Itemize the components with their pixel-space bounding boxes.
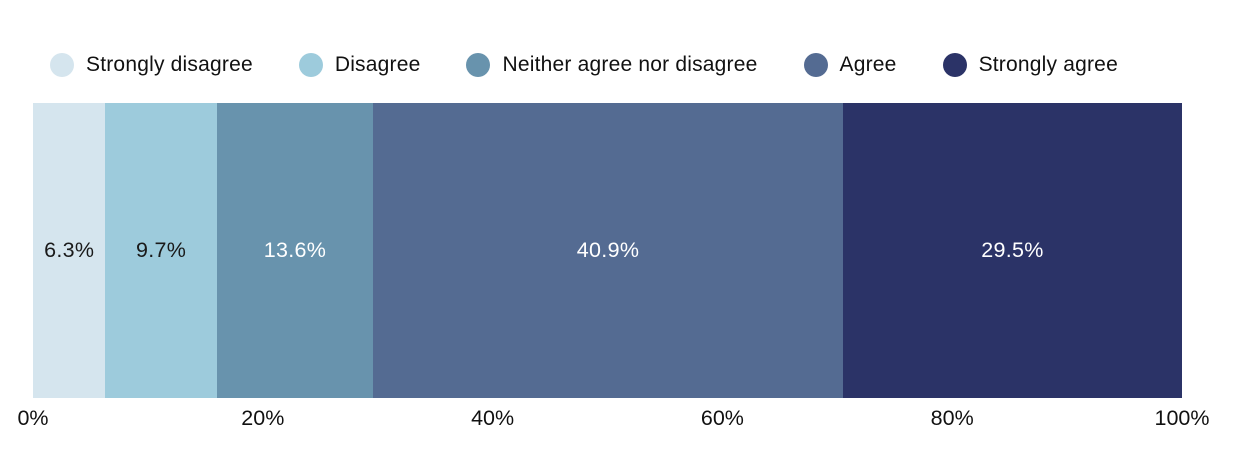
stacked-bar: 6.3% 9.7% 13.6% 40.9% 29.5% (33, 103, 1182, 398)
legend-swatch-icon (942, 53, 967, 77)
chart-legend: Strongly disagree Disagree Neither agree n… (33, 52, 1182, 78)
x-tick-label: 0% (17, 406, 49, 430)
bar-value-label: 13.6% (263, 238, 327, 262)
legend-item: Agree (803, 53, 897, 77)
bar-segment: 13.6% (216, 103, 374, 398)
bar-segment: 9.7% (105, 103, 217, 398)
x-tick-label: 20% (241, 406, 285, 430)
bar-segment: 40.9% (373, 103, 843, 398)
legend-swatch-icon (466, 53, 491, 77)
bar-segment: 6.3% (33, 103, 106, 398)
bar-value-label: 29.5% (981, 238, 1044, 262)
bar-value-label: 9.7% (135, 238, 187, 262)
legend-label: Disagree (334, 53, 421, 76)
bar-segment: 29.5% (843, 103, 1182, 398)
legend-swatch-icon (50, 53, 74, 77)
legend-item: Disagree (298, 53, 421, 77)
x-tick-label: 40% (471, 406, 515, 430)
x-tick-label: 80% (930, 406, 974, 430)
x-tick-label: 100% (1154, 406, 1210, 430)
legend-item: Neither agree nor disagree (466, 53, 757, 77)
legend-item: Strongly disagree (50, 53, 253, 77)
chart-area: Strongly disagree Disagree Neither agree n… (17, 0, 1210, 438)
legend-swatch-icon (298, 53, 323, 77)
bar-value-label: 40.9% (576, 238, 640, 262)
legend-label: Agree (839, 53, 897, 76)
legend-label: Strongly disagree (86, 53, 253, 76)
legend-label: Strongly agree (978, 53, 1118, 76)
legend-swatch-icon (803, 53, 828, 77)
bar-value-label: 6.3% (44, 238, 95, 262)
legend-item: Strongly agree (942, 53, 1118, 77)
x-axis: 0% 20% 40% 60% 80% 100% (17, 398, 1209, 438)
x-tick-label: 60% (700, 406, 744, 430)
legend-label: Neither agree nor disagree (502, 53, 758, 76)
